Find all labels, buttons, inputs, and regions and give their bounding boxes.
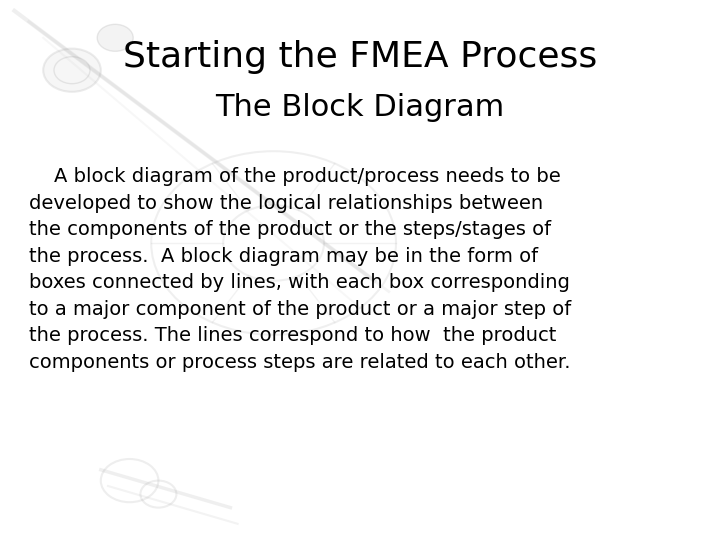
Text: The Block Diagram: The Block Diagram — [215, 93, 505, 123]
Text: Starting the FMEA Process: Starting the FMEA Process — [123, 40, 597, 73]
Circle shape — [43, 49, 101, 92]
Text: A block diagram of the product/process needs to be
developed to show the logical: A block diagram of the product/process n… — [29, 167, 571, 372]
Circle shape — [97, 24, 133, 51]
